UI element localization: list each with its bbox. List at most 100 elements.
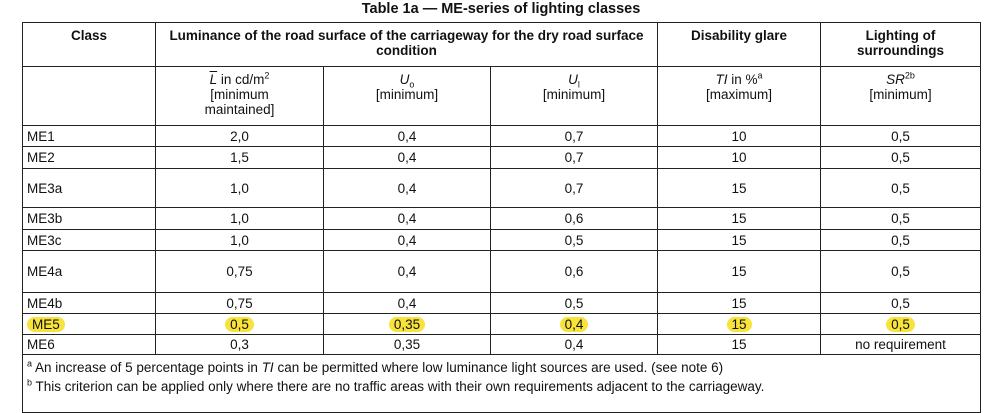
- symbol-line: Uo: [324, 72, 490, 90]
- symbol-line: SR2b: [821, 70, 980, 87]
- highlighted-text: ME5: [27, 316, 65, 332]
- class-cell: ME5: [22, 313, 156, 335]
- value-cell: 0,7: [489, 125, 659, 147]
- value-cell: 1,5: [155, 146, 324, 169]
- data-row: ME2 1,5 0,4 0,7 10 0,5: [22, 146, 982, 169]
- value-cell: 0,6: [489, 207, 659, 230]
- note: [minimum]: [542, 87, 606, 102]
- table-title: Table 1a — ME-series of lighting classes: [361, 1, 641, 17]
- data-row: ME5 0,5 0,35 0,4 15 0,5: [22, 313, 982, 335]
- superscript: 2b: [904, 70, 915, 81]
- footnote-text: can be permitted where low luminance lig…: [273, 360, 724, 375]
- table-body: Class Luminance of the road surface of t…: [21, 22, 982, 413]
- symbol: U: [399, 72, 410, 87]
- class-cell: ME4b: [22, 292, 156, 314]
- value-cell: 15: [657, 292, 822, 314]
- value-cell: 15: [657, 168, 822, 208]
- value-cell: 0,5: [489, 229, 659, 251]
- symbol: SR: [886, 72, 905, 87]
- superscript: a: [757, 70, 763, 81]
- class-cell: ME3a: [22, 168, 156, 208]
- highlighted-text: 0,4: [559, 316, 589, 332]
- value-cell: 0,4: [489, 334, 659, 355]
- symbol-line: Ul: [491, 72, 657, 90]
- value-cell: 0,5: [820, 146, 982, 169]
- data-row: ME3a 1,0 0,4 0,7 15 0,5: [22, 168, 982, 208]
- class-cell: ME6: [22, 334, 156, 355]
- highlighted-text: 0,5: [886, 316, 915, 332]
- value-cell: 0,5: [820, 313, 982, 335]
- value-cell: 0,5: [820, 168, 982, 208]
- header-cell: Lighting of surroundings: [820, 22, 982, 67]
- value-cell: 15: [657, 313, 822, 335]
- value-cell: 2,0: [155, 125, 324, 147]
- subheader-cell: Ul [minimum]: [489, 66, 659, 126]
- subscript: l: [577, 79, 580, 90]
- note: [minimum]: [375, 87, 439, 102]
- subheader-cell: L in cd/m2 [minimum maintained]: [155, 66, 324, 126]
- value-cell: 0,4: [323, 168, 491, 208]
- footnote-mark: b: [27, 377, 33, 388]
- value-cell: 0,5: [820, 207, 982, 230]
- footnote-text: TI: [261, 360, 274, 375]
- class-cell: ME1: [22, 125, 156, 147]
- subheader-cell: TI in %a [maximum]: [657, 66, 822, 126]
- value-cell: 0,7: [489, 168, 659, 208]
- data-row: ME6 0,3 0,35 0,4 15 no requirement: [22, 334, 982, 355]
- value-cell: 1,0: [155, 207, 324, 230]
- value-cell: 15: [657, 229, 822, 251]
- value-cell: 0,75: [155, 292, 324, 314]
- data-row: ME1 2,0 0,4 0,7 10 0,5: [22, 125, 982, 147]
- value-cell: 0,4: [323, 207, 491, 230]
- data-row: ME4a 0,75 0,4 0,6 15 0,5: [22, 250, 982, 293]
- value-cell: 0,4: [323, 125, 491, 147]
- value-cell: 0,5: [820, 250, 982, 293]
- class-cell: ME3c: [22, 229, 156, 251]
- subheader-row: L in cd/m2 [minimum maintained] Uo [minimum…: [22, 66, 982, 126]
- note: [minimum maintained]: [204, 87, 275, 117]
- footnote-text: An increase of 5 percentage points in: [35, 360, 262, 375]
- header-row: Class Luminance of the road surface of t…: [22, 22, 982, 67]
- highlighted-text: 0,5: [225, 316, 254, 332]
- value-cell: no requirement: [820, 334, 982, 355]
- highlighted-text: 0,35: [388, 316, 426, 332]
- value-cell: 0,5: [820, 229, 982, 251]
- value-cell: 0,6: [489, 250, 659, 293]
- unit: in %: [727, 72, 758, 87]
- footnote: a An increase of 5 percentage points in …: [27, 358, 976, 377]
- symbol-line: TI in %a: [658, 70, 820, 87]
- value-cell: 15: [657, 207, 822, 230]
- value-cell: 0,3: [155, 334, 324, 355]
- value-cell: 0,5: [155, 313, 324, 335]
- value-cell: 1,0: [155, 168, 324, 208]
- symbol: L: [209, 72, 218, 87]
- footnote: b This criterion can be applied only whe…: [27, 377, 976, 396]
- value-cell: 0,35: [323, 313, 491, 335]
- note: [minimum]: [869, 87, 932, 102]
- subheader-cell: SR2b [minimum]: [820, 66, 982, 126]
- class-cell: ME2: [22, 146, 156, 169]
- subscript: o: [409, 79, 415, 90]
- value-cell: 0,5: [489, 292, 659, 314]
- lighting-table: Class Luminance of the road surface of t…: [21, 22, 982, 413]
- footnote-cell: a An increase of 5 percentage points in …: [21, 354, 982, 413]
- note: [maximum]: [706, 87, 773, 102]
- value-cell: 0,4: [489, 313, 659, 335]
- subheader-cell: Uo [minimum]: [323, 66, 491, 126]
- symbol: TI: [715, 72, 728, 87]
- value-cell: 15: [657, 334, 822, 355]
- data-row: ME3c 1,0 0,4 0,5 15 0,5: [22, 229, 982, 251]
- header-cell: Luminance of the road surface of the car…: [154, 22, 659, 67]
- symbol: U: [568, 72, 578, 87]
- value-cell: 0,5: [820, 125, 982, 147]
- data-row: ME3b 1,0 0,4 0,6 15 0,5: [22, 207, 982, 230]
- header-cell: Disability glare: [657, 22, 822, 67]
- value-cell: 0,35: [323, 334, 491, 355]
- highlighted-text: 15: [726, 316, 752, 332]
- value-cell: 1,0: [155, 229, 324, 251]
- value-cell: 0,7: [489, 146, 659, 169]
- header-cell: Class: [22, 22, 156, 67]
- value-cell: 0,75: [155, 250, 324, 293]
- symbol-line: L in cd/m2: [156, 71, 323, 87]
